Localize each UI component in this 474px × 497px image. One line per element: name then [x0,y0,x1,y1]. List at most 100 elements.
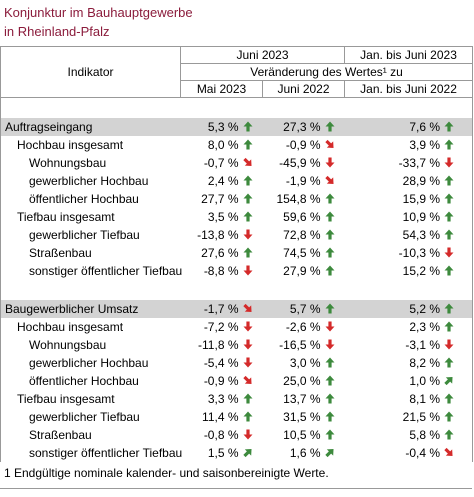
trend-arrow [243,175,252,185]
value-cell: 27,6 % [181,244,263,262]
trend-arrow [325,265,335,275]
value-cell: -11,8 % [181,336,263,354]
value-text: -45,9 % [279,155,321,170]
value-cell: 10,9 % [344,207,474,226]
spacer-cell [0,279,181,300]
value-text: 27,9 % [283,263,321,278]
value-cell: 27,9 % [263,262,345,280]
header-cell: Jan. bis Juni 2023 [344,46,474,64]
table-row: gewerblicher Tiefbau 11,4 % 31,5 % 21,5 % [0,407,474,426]
value-cell: -1,9 % [263,172,345,190]
row-label: gewerblicher Tiefbau [0,407,181,426]
value-cell: 59,6 % [263,208,345,226]
value-cell: 2,4 % [181,172,263,190]
value-text: -7,2 % [203,319,239,334]
trend-arrow [444,393,454,403]
header-cell: Jan. bis Juni 2022 [344,80,474,98]
trend-arrow [444,121,454,131]
footnote: 1 Endgültige nominale kalender- und sais… [4,466,329,480]
table-row: gewerblicher Tiefbau -13,8 % 72,8 % 54,3 % [0,225,474,244]
value-text: 28,9 % [402,173,441,188]
trend-arrow [444,376,453,385]
title: Konjunktur im Bauhauptgewerbe [4,5,193,20]
trend-arrow [444,357,454,367]
value-text: 2,3 % [409,319,441,334]
trend-arrow [444,429,454,439]
table: Indikator Juni 2023 Jan. bis Juni 2023 V… [0,46,474,462]
trend-arrow [243,229,252,239]
header-cell: Veränderung des Wertes¹ zu [179,63,474,81]
value-text: 8,1 % [409,391,441,406]
trend-arrow [242,375,252,384]
trend-arrow [243,411,252,421]
value-text: 3,5 % [207,209,239,224]
value-cell: 8,2 % [344,353,474,372]
value-cell: 72,8 % [263,226,345,244]
value-cell: 15,2 % [344,261,474,280]
table-row: sonstiger öffentlicher Tiefbau 1,5 % 1,6 %… [0,443,474,462]
value-cell: 27,3 % [262,117,345,136]
value-cell: 31,5 % [263,408,345,426]
value-cell: 7,6 % [344,117,474,136]
table-row: Straßenbau -0,8 % 10,5 % 5,8 % [0,425,474,444]
value-text: -0,7 % [203,155,239,170]
trend-arrow [444,247,454,257]
trend-arrow [325,321,335,331]
table-row: sonstiger öffentlicher Tiefbau -8,8 % 27,9… [0,261,474,280]
value-text: 2,4 % [207,173,239,188]
trend-arrow [444,211,454,221]
value-cell: 3,0 % [263,354,345,372]
bottom-rule [0,488,472,489]
trend-arrow [325,411,335,421]
row-label: Tiefbau insgesamt [0,389,181,408]
value-cell: -0,9 % [263,136,345,154]
trend-arrow [325,303,335,313]
value-text: 8,2 % [409,355,441,370]
value-text: -0,8 % [203,427,239,442]
trend-arrow [243,265,252,275]
value-text: 1,6 % [289,445,321,460]
value-text: 3,9 % [409,137,441,152]
spacer-cell [344,279,474,300]
value-text: 54,3 % [402,227,441,242]
value-text: 74,5 % [283,245,321,260]
value-text: 10,5 % [283,427,321,442]
value-cell: 10,5 % [263,426,345,444]
spacer-row [0,97,474,118]
trend-arrow [444,339,454,349]
value-cell: -3,1 % [344,335,474,354]
row-label: gewerblicher Tiefbau [0,225,181,244]
table-row: öffentlicher Hochbau -0,9 % 25,0 % 1,0 % [0,371,474,390]
trend-arrow [324,139,334,148]
value-cell: 8,1 % [344,389,474,408]
value-text: 59,6 % [283,209,321,224]
value-text: -33,7 % [398,155,441,170]
value-text: -16,5 % [279,337,321,352]
value-text: 10,9 % [402,209,441,224]
value-cell: 3,3 % [181,390,263,408]
row-label: Wohnungsbau [0,153,181,172]
table-row: Hochbau insgesamt -7,2 % -2,6 % 2,3 % [0,317,474,336]
row-label: Auftragseingang [0,117,181,136]
value-text: 5,2 % [409,301,441,316]
table-row: Straßenbau 27,6 % 74,5 % -10,3 % [0,243,474,262]
trend-arrow [325,339,335,349]
value-cell: -13,8 % [181,226,263,244]
row-label: gewerblicher Hochbau [0,353,181,372]
trend-arrow [325,193,335,203]
row-label: gewerblicher Hochbau [0,171,181,190]
value-cell: -1,7 % [180,299,263,318]
value-cell: 154,8 % [263,190,345,208]
table-row: Tiefbau insgesamt 3,3 % 13,7 % 8,1 % [0,389,474,408]
trend-arrow [444,175,454,185]
trend-arrow [444,411,454,421]
trend-arrow [325,121,335,131]
value-cell: 25,0 % [263,372,345,390]
value-cell: 13,7 % [263,390,345,408]
value-cell: -2,6 % [263,318,345,336]
trend-arrow [325,157,335,167]
trend-arrow [444,157,454,167]
value-cell: 3,9 % [344,135,474,154]
trend-arrow [242,157,252,166]
value-cell: 5,8 % [344,425,474,444]
